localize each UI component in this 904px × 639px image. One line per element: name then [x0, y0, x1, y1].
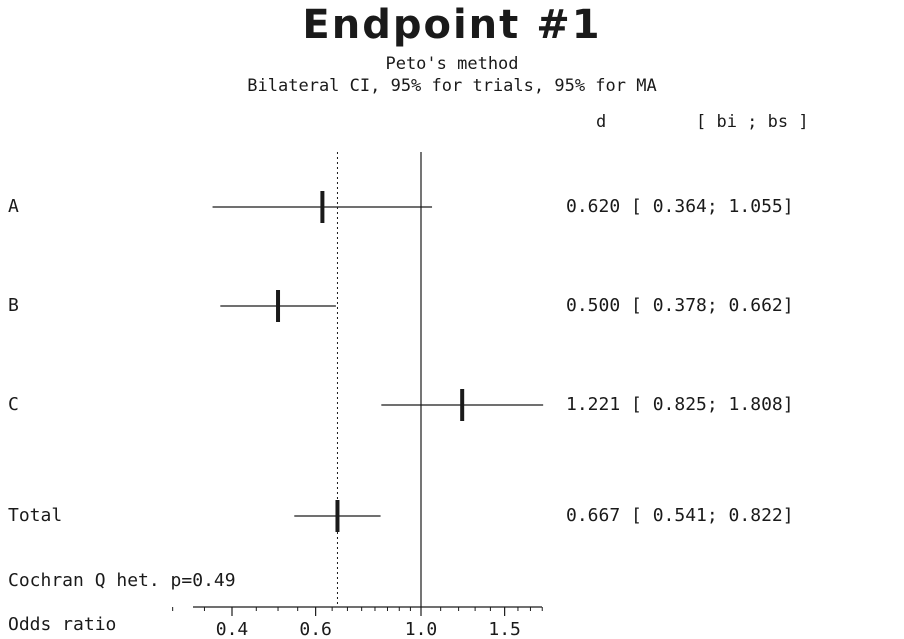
heterogeneity-note: Cochran Q het. p=0.49	[8, 570, 236, 591]
chart-subtitle: Peto's method	[385, 54, 519, 74]
x-axis-title: Odds ratio	[8, 614, 117, 635]
row-label-c: C	[8, 394, 19, 415]
x-tick-label: 0.6	[299, 619, 332, 639]
x-tick-label: 1.0	[405, 619, 438, 639]
row-values-b: 0.500 [ 0.378; 0.662]	[566, 295, 794, 316]
row-label-total: Total	[8, 505, 63, 526]
column-header-d: d	[596, 112, 607, 132]
row-values-c: 1.221 [ 0.825; 1.808]	[566, 394, 794, 415]
x-tick-label: 1.5	[488, 619, 521, 639]
x-tick-label: 0.4	[216, 619, 249, 639]
row-label-b: B	[8, 295, 19, 316]
row-values-a: 0.620 [ 0.364; 1.055]	[566, 196, 794, 217]
row-label-a: A	[8, 196, 19, 217]
chart-title: Endpoint #1	[302, 2, 602, 48]
chart-subtitle-ci: Bilateral CI, 95% for trials, 95% for MA	[247, 76, 657, 96]
column-header-ci: [ bi ; bs ]	[696, 112, 809, 132]
row-values-total: 0.667 [ 0.541; 0.822]	[566, 505, 794, 526]
